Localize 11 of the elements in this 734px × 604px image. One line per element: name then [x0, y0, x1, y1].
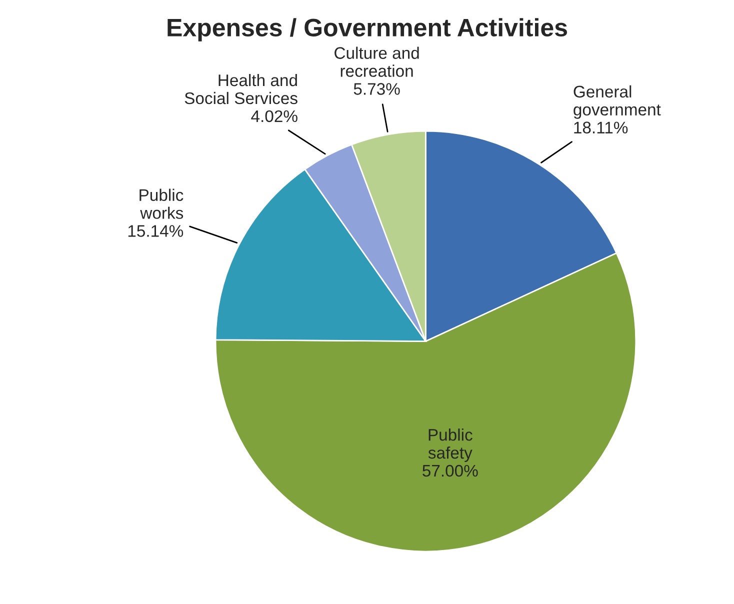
slice-label: Public safety — [428, 428, 472, 462]
slice-label: Culture and recreation — [334, 46, 419, 77]
data-label: 15.14% — [128, 225, 184, 237]
data-label: 5.73% — [354, 83, 400, 95]
data-label: 18.11% — [574, 122, 628, 134]
slice-label: Health and Social Services — [184, 74, 298, 104]
data-label: 4.02% — [251, 110, 298, 122]
chart-title: Expenses / Government Activities — [168, 18, 567, 42]
slice-label: General government — [574, 85, 661, 119]
slice-label: Public works — [140, 188, 184, 219]
data-label: 57.00% — [422, 464, 478, 477]
